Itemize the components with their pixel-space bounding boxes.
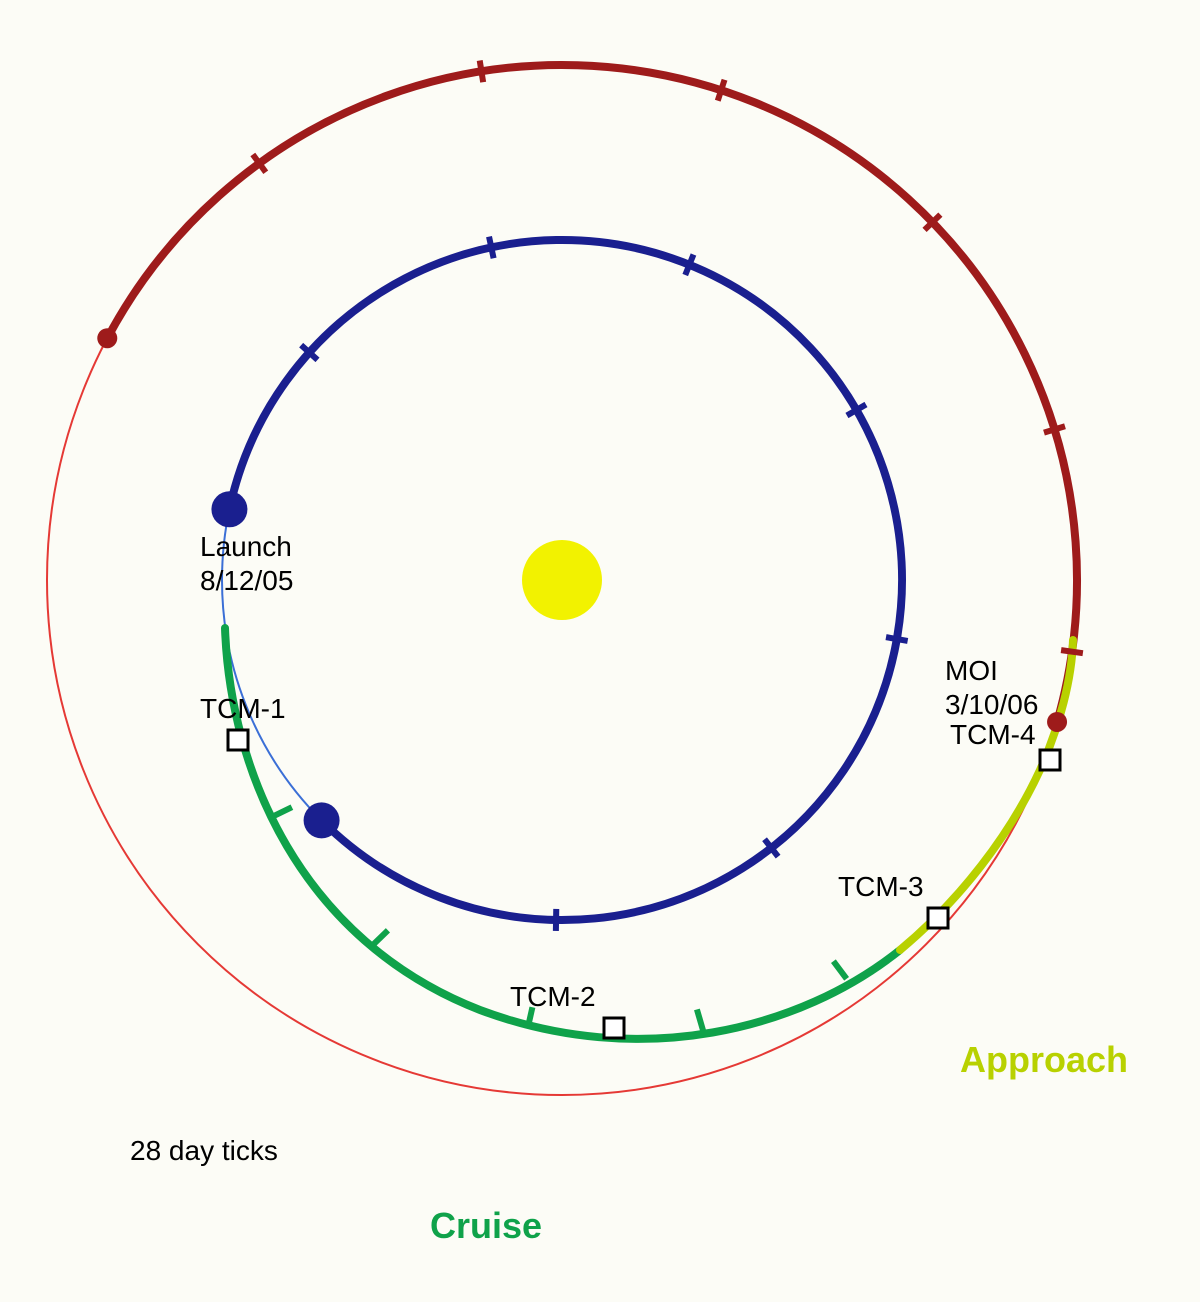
tcm4-marker	[1040, 750, 1060, 770]
tcm2-label: TCM-2	[510, 981, 596, 1012]
cruise-phase-label: Cruise	[430, 1205, 542, 1246]
mars-marker-arrival	[1047, 712, 1067, 732]
orbit-tick	[1061, 650, 1083, 653]
background	[0, 0, 1200, 1302]
ticks-note-label: 28 day ticks	[130, 1135, 278, 1166]
earth-marker-launch	[211, 491, 247, 527]
launch-label-line2: 8/12/05	[200, 565, 293, 596]
orbit-tick	[886, 637, 908, 641]
approach-phase-label: Approach	[960, 1039, 1128, 1080]
launch-label-line1: Launch	[200, 531, 292, 562]
sun-icon	[522, 540, 602, 620]
orbit-tick	[480, 60, 483, 82]
tcm3-label: TCM-3	[838, 871, 924, 902]
tcm4-label: TCM-4	[950, 719, 1036, 750]
trajectory-diagram: Launch 8/12/05 MOI 3/10/06 TCM-1 TCM-2 T…	[0, 0, 1200, 1302]
earth-marker-arrival	[304, 802, 340, 838]
tcm1-marker	[228, 730, 248, 750]
tcm3-marker	[928, 908, 948, 928]
moi-label-line1: MOI	[945, 655, 998, 686]
moi-label-line2: 3/10/06	[945, 689, 1038, 720]
mars-marker-launch	[97, 328, 117, 348]
tcm1-label: TCM-1	[200, 693, 286, 724]
tcm2-marker	[604, 1018, 624, 1038]
